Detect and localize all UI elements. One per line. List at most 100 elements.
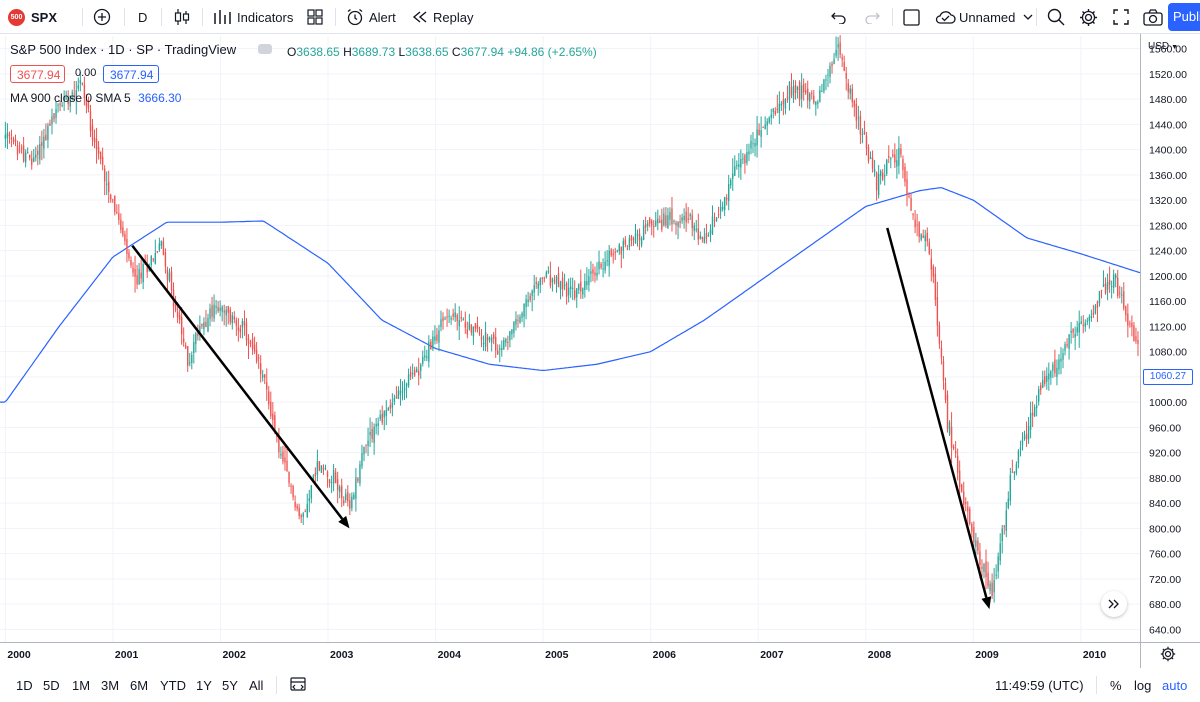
candle-body [484, 332, 487, 348]
chart-type-button[interactable] [174, 0, 190, 34]
range-ytd[interactable]: YTD [160, 678, 186, 693]
candle-body [286, 460, 288, 472]
currency-menu[interactable]: USD ▼ [1148, 41, 1178, 52]
publish-button[interactable]: Publish [1168, 3, 1200, 31]
candle-body [6, 132, 9, 139]
candle-body [685, 211, 687, 223]
range-1d[interactable]: 1D [16, 678, 33, 693]
divider [276, 676, 277, 694]
indicators-button[interactable]: Indicators [214, 0, 293, 34]
candle-body [543, 277, 546, 279]
candle-body [193, 342, 195, 353]
range-all[interactable]: All [249, 678, 264, 693]
high-key: H [343, 45, 352, 59]
candle-body [415, 368, 418, 373]
candle-body [892, 154, 894, 157]
range-5y[interactable]: 5Y [222, 678, 238, 693]
settings-button[interactable] [1079, 0, 1098, 34]
range-3m[interactable]: 3M [101, 678, 120, 693]
fullscreen-frame-button[interactable] [903, 0, 920, 34]
candle-body [628, 238, 631, 248]
candle-body [958, 470, 961, 488]
ma-layer [0, 187, 1141, 403]
candle-body [71, 92, 73, 95]
candle-body [57, 104, 59, 106]
time-axis-settings-button[interactable] [1160, 646, 1176, 667]
candle-body [1082, 324, 1084, 326]
candle-body [683, 215, 685, 221]
range-6m[interactable]: 6M [130, 678, 149, 693]
candle-body [288, 471, 290, 484]
candle-body [264, 374, 266, 378]
candle-body [701, 236, 704, 240]
candle-body [869, 156, 872, 160]
price-tick-label: 1360.00 [1149, 170, 1187, 182]
time-tick-label: 2000 [7, 649, 31, 661]
compare-button[interactable] [93, 0, 111, 34]
candle-body [1013, 471, 1016, 474]
candle-body [199, 326, 201, 333]
templates-button[interactable] [307, 0, 323, 34]
percent-toggle[interactable]: % [1110, 678, 1122, 693]
candle-body [651, 220, 653, 226]
interval-button[interactable]: D [138, 0, 147, 34]
candle-body [405, 383, 408, 387]
close-key: C [451, 45, 461, 59]
candle-body [259, 363, 262, 375]
chart-legend-title[interactable]: S&P 500 Index · 1D · SP · TradingView [10, 42, 237, 57]
range-1m[interactable]: 1M [72, 678, 91, 693]
candle-body [578, 284, 580, 290]
date-range-button[interactable] [290, 676, 306, 695]
candle-body [1060, 358, 1062, 362]
candle-body [979, 551, 981, 566]
candle-body [1015, 464, 1018, 473]
candle-body [446, 316, 448, 318]
range-1y[interactable]: 1Y [196, 678, 212, 693]
symbol-search[interactable]: 500 SPX [8, 0, 57, 34]
candle-body [434, 336, 436, 341]
candle-body [642, 225, 645, 240]
alert-button[interactable]: Alert [346, 0, 396, 34]
candle-body [616, 250, 618, 252]
candle-body [1001, 528, 1003, 542]
sell-price-box[interactable]: 3677.94 [10, 65, 65, 83]
candle-body [97, 147, 100, 155]
price-chart[interactable]: 640.00 680.00 720.00 760.00 800.00 840.00 880.… [0, 0, 1200, 668]
ma-legend[interactable]: MA 900 close 0 SMA 5 3666.30 [10, 91, 181, 105]
candle-body [948, 422, 951, 435]
candle-body [357, 478, 359, 481]
candle-body [829, 65, 831, 77]
candle-body [140, 272, 142, 279]
layout-menu[interactable]: Unnamed [934, 0, 1033, 34]
candle-body [977, 540, 979, 551]
redo-button[interactable] [864, 0, 880, 34]
buy-price-box[interactable]: 3677.94 [103, 65, 159, 83]
clock-time[interactable]: 11:49:59 (UTC) [995, 678, 1084, 693]
ohlc-values: O3638.65 H3689.73 L3638.65 C3677.94 +94.… [287, 45, 597, 59]
snapshot-button[interactable] [1143, 0, 1163, 34]
candle-body [798, 82, 801, 100]
log-toggle[interactable]: log [1134, 678, 1152, 693]
candle-body [41, 142, 43, 146]
range-5d[interactable]: 5D [43, 678, 60, 693]
candle-body [138, 268, 140, 285]
replay-button[interactable]: Replay [412, 0, 473, 34]
candle-body [505, 338, 507, 343]
undo-button[interactable] [831, 0, 847, 34]
price-tick-label: 640.00 [1149, 624, 1181, 636]
fullscreen-button[interactable] [1113, 0, 1129, 34]
candle-body [191, 355, 193, 363]
divider [82, 8, 83, 26]
candle-body [561, 277, 564, 289]
candle-body [638, 233, 641, 241]
search-button[interactable] [1047, 0, 1065, 34]
candle-body [418, 370, 420, 376]
candle-body [282, 451, 284, 462]
candle-body [819, 89, 821, 102]
auto-toggle[interactable]: auto [1162, 678, 1188, 693]
candle-body [537, 283, 539, 289]
legend-settings-icon[interactable] [258, 44, 272, 54]
scroll-to-realtime-button[interactable] [1101, 591, 1127, 617]
candle-body [531, 290, 533, 296]
candle-body [430, 341, 432, 350]
